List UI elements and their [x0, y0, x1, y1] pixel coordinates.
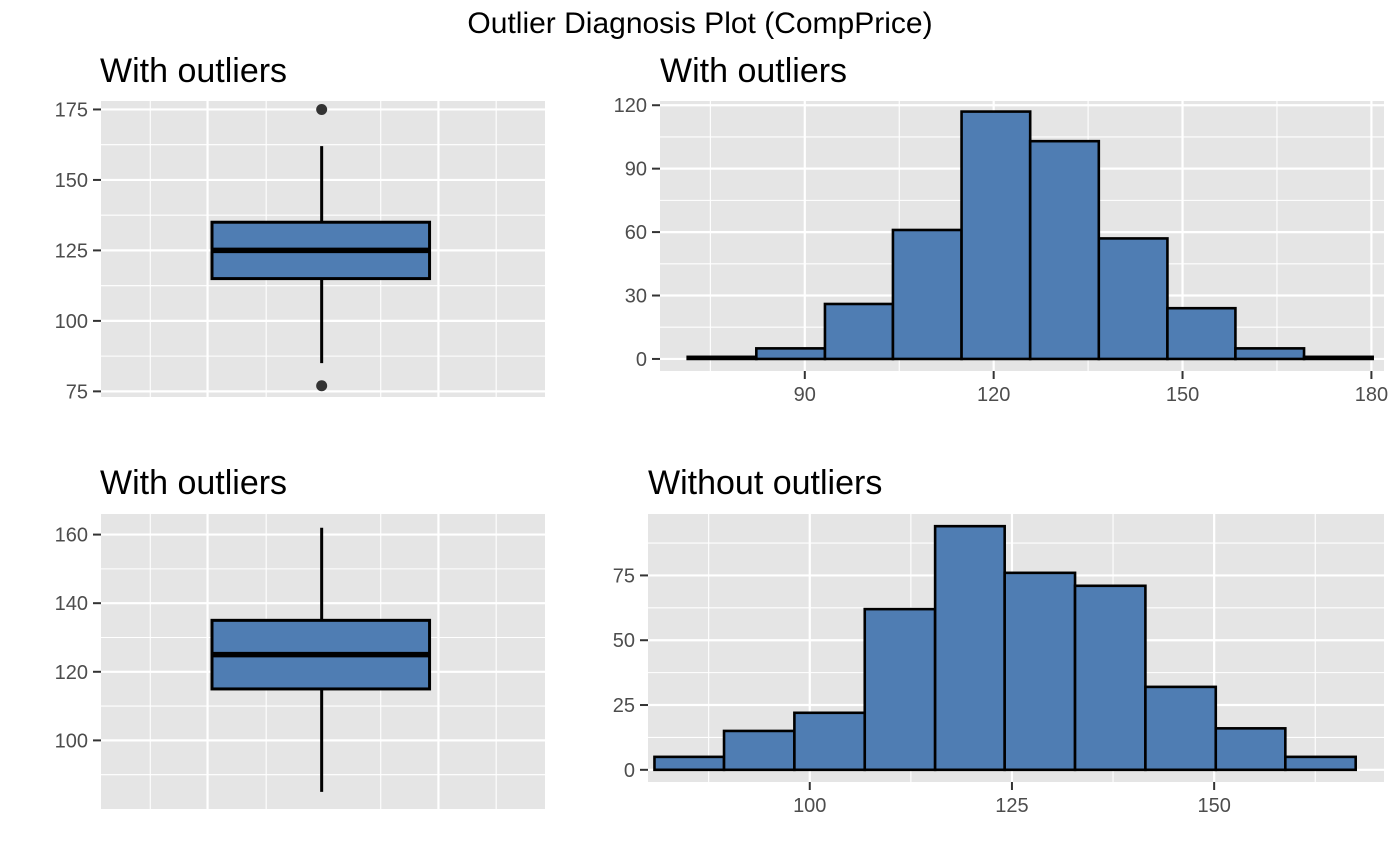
- y-tick-label: 120: [614, 95, 647, 117]
- histogram-bar: [960, 110, 1032, 361]
- boxplot-with-outliers-panel: 75 100 125 150 175: [55, 99, 545, 403]
- y-tick-label: 50: [613, 630, 635, 652]
- x-tick-label: 100: [793, 795, 826, 817]
- histogram-bar: [1302, 355, 1374, 361]
- x-tick-label: 120: [977, 384, 1010, 406]
- histogram-bar: [1214, 727, 1287, 772]
- y-tick-label: 75: [66, 381, 88, 403]
- y-tick-label: 25: [613, 695, 635, 717]
- y-tick-label: 175: [55, 99, 88, 121]
- histogram-bar: [933, 524, 1006, 772]
- histogram-bar: [755, 347, 827, 361]
- histogram-with-outliers-panel: 90 120 150 180 0 30 60 90 120: [614, 95, 1388, 406]
- y-tick-label: 100: [55, 311, 88, 333]
- histogram-bar: [653, 755, 726, 772]
- histogram-bar: [686, 355, 758, 361]
- y-tick-label: 150: [55, 170, 88, 192]
- y-tick-label: 0: [636, 349, 647, 371]
- histogram-without-outliers-panel: 100 125 150 0 25 50 75: [613, 514, 1384, 817]
- panel-title-boxplot-bottom: With outliers: [100, 464, 287, 502]
- x-tick-label: 150: [1166, 384, 1199, 406]
- y-tick-label: 120: [55, 662, 88, 684]
- outlier-point: [316, 103, 328, 115]
- histogram-bar: [823, 302, 895, 361]
- figure-title: Outlier Diagnosis Plot (CompPrice): [467, 7, 932, 40]
- y-tick-label: 125: [55, 240, 88, 262]
- histogram-bar: [1028, 139, 1101, 361]
- y-tick-label: 75: [613, 565, 635, 587]
- histogram-bar: [1144, 685, 1218, 772]
- histogram-bar: [863, 607, 937, 772]
- x-tick-label: 180: [1355, 384, 1388, 406]
- y-tick-label: 160: [55, 525, 88, 547]
- histogram-bar: [891, 228, 963, 361]
- panel-title-histogram-with-outliers: With outliers: [660, 52, 847, 90]
- histogram-bar: [1097, 237, 1169, 361]
- panel-title-boxplot-with-outliers: With outliers: [100, 52, 287, 90]
- histogram-bar: [1003, 571, 1077, 772]
- histogram-bar: [1284, 755, 1357, 772]
- histogram-bar: [1073, 584, 1147, 772]
- y-tick-label: 0: [624, 760, 635, 782]
- x-tick-label: 90: [794, 384, 816, 406]
- x-tick-label: 125: [995, 795, 1028, 817]
- histogram-bar: [1166, 306, 1237, 361]
- y-tick-label: 60: [625, 222, 647, 244]
- y-tick-label: 30: [625, 286, 647, 308]
- histogram-bar: [793, 711, 867, 772]
- x-tick-label: 150: [1197, 795, 1230, 817]
- y-tick-label: 140: [55, 593, 88, 615]
- y-tick-label: 90: [625, 159, 647, 181]
- panel-title-histogram-without-outliers: Without outliers: [648, 464, 882, 502]
- histogram-bar: [1234, 347, 1306, 361]
- y-tick-label: 100: [55, 730, 88, 752]
- boxplot-without-outliers-panel: 100 120 140 160: [55, 514, 545, 809]
- histogram-bar: [722, 729, 796, 772]
- outlier-point: [316, 380, 328, 392]
